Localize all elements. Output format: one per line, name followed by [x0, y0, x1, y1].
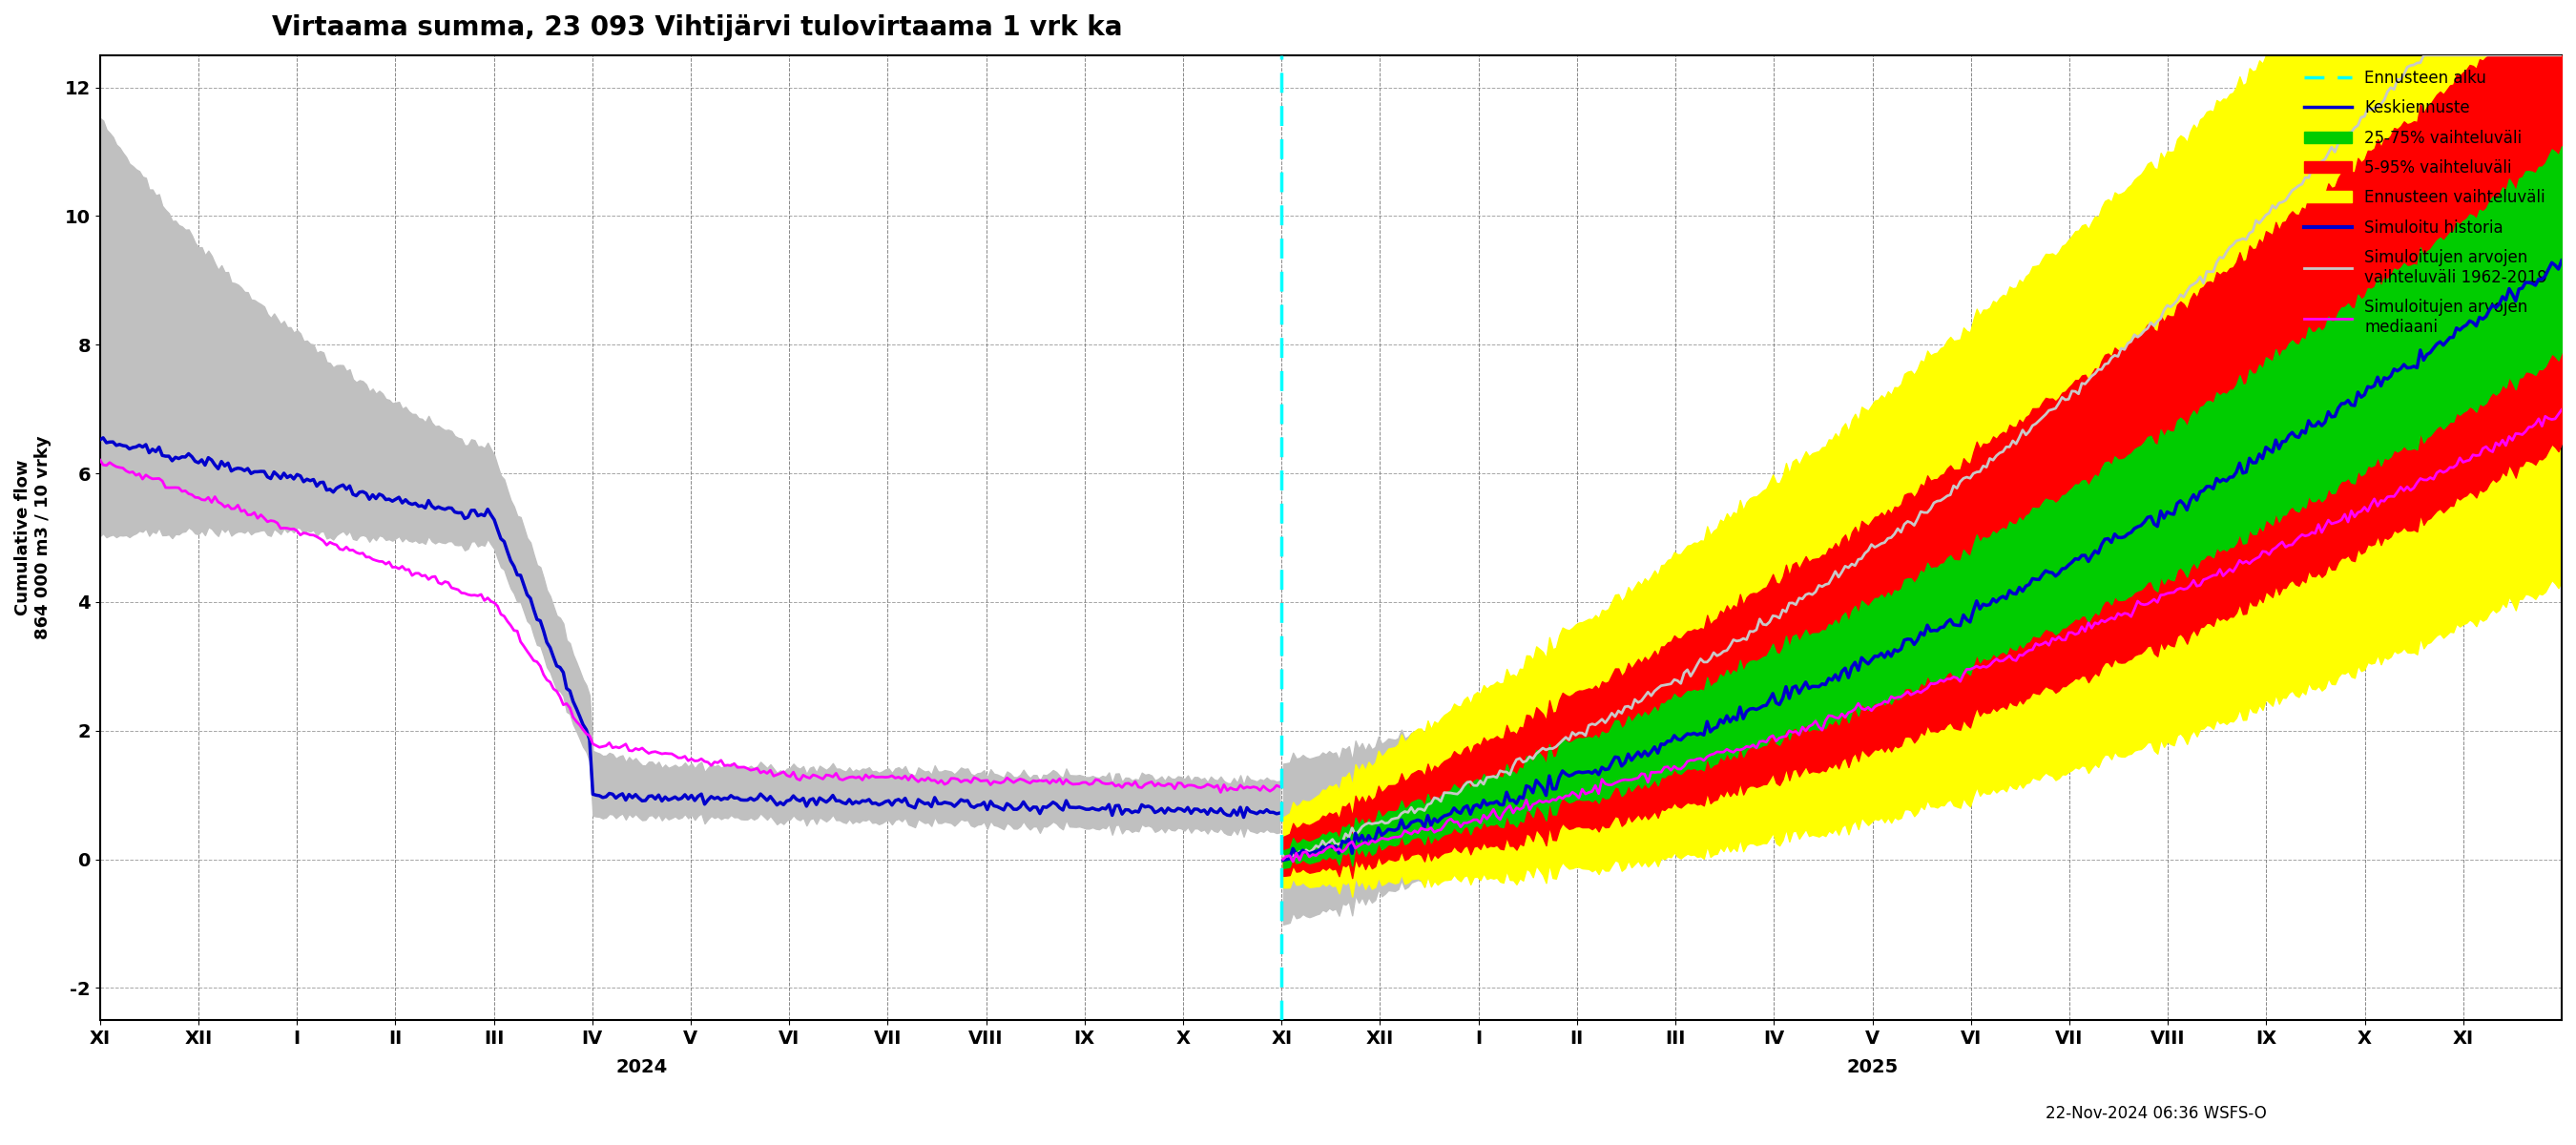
- Text: 2025: 2025: [1847, 1059, 1899, 1076]
- Y-axis label: Cumulative flow
864 000 m3 / 10 vrky: Cumulative flow 864 000 m3 / 10 vrky: [15, 436, 52, 640]
- Text: 22-Nov-2024 06:36 WSFS-O: 22-Nov-2024 06:36 WSFS-O: [2045, 1105, 2267, 1122]
- Text: Virtaama summa, 23 093 Vihtijärvi tulovirtaama 1 vrk ka: Virtaama summa, 23 093 Vihtijärvi tulovi…: [273, 14, 1123, 41]
- Legend: Ennusteen alku, Keskiennuste, 25-75% vaihteluväli, 5-95% vaihteluväli, Ennusteen: Ennusteen alku, Keskiennuste, 25-75% vai…: [2298, 63, 2553, 342]
- Text: 2024: 2024: [616, 1059, 667, 1076]
